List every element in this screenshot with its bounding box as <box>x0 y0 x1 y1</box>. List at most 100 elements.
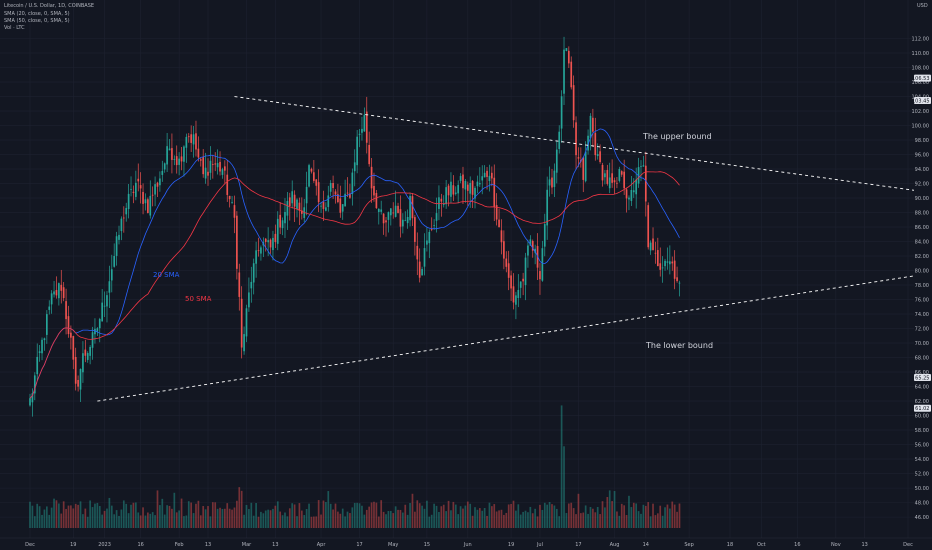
volume-bar <box>466 501 469 528</box>
volume-bar <box>185 515 188 528</box>
volume-bar <box>394 506 397 528</box>
candle-body <box>233 205 236 218</box>
candle-body <box>389 208 392 216</box>
volume-bar <box>207 506 209 528</box>
volume-bar <box>322 500 325 528</box>
volume-bar <box>219 507 221 528</box>
volume-bar <box>240 490 243 528</box>
volume-bar <box>630 507 633 528</box>
volume-bar <box>236 500 238 528</box>
sma50-legend[interactable]: SMA (50, close, 0, SMA, 5) <box>4 18 70 24</box>
volume-bar <box>122 500 125 528</box>
price-axis[interactable] <box>914 0 932 538</box>
candle-body <box>601 164 604 181</box>
volume-bar <box>77 504 79 528</box>
candle-body <box>279 214 282 228</box>
volume-bar <box>98 506 101 528</box>
candle-body <box>72 336 75 360</box>
volume-bar <box>175 512 178 528</box>
volume-bar <box>426 500 428 528</box>
volume-bar <box>664 507 666 528</box>
volume-bar <box>154 515 156 528</box>
y-tick-label: 62.00 <box>915 399 929 405</box>
candle-body <box>98 319 101 329</box>
y-tick-label: 58.00 <box>915 428 929 434</box>
y-tick-label: 102.00 <box>912 109 930 115</box>
candle-body <box>137 178 140 182</box>
candle-body <box>240 298 243 348</box>
candle-body <box>575 122 577 156</box>
candle-body <box>635 179 638 195</box>
candle-body <box>642 165 645 167</box>
candle-body <box>363 114 366 132</box>
candle-body <box>252 263 255 283</box>
candle-body <box>161 170 164 175</box>
volume-bar <box>276 501 279 528</box>
candle-body <box>361 128 363 133</box>
volume-bar <box>190 502 193 528</box>
candle-body <box>373 185 375 196</box>
volume-bar <box>534 508 536 528</box>
candle-body <box>334 191 337 195</box>
volume-bar <box>385 514 387 528</box>
candle-body <box>122 217 125 219</box>
candle-body <box>243 334 245 352</box>
volume-bar <box>50 507 53 528</box>
volume-bar <box>644 505 647 528</box>
candle-body <box>134 182 137 197</box>
candle-body <box>647 205 650 248</box>
volume-bar <box>62 501 65 528</box>
volume-bar <box>344 516 346 528</box>
candle-body <box>438 197 440 209</box>
candle-body <box>421 268 423 276</box>
volume-bar <box>474 507 476 528</box>
price-tag-box <box>914 374 931 382</box>
candle-body <box>344 193 346 207</box>
sma20-legend[interactable]: SMA (20, close, 0, SMA, 5) <box>4 11 70 17</box>
x-tick-label: 16 <box>137 542 143 548</box>
volume-bar <box>454 504 457 528</box>
volume-legend[interactable]: Vol · LTC <box>4 25 25 31</box>
x-tick-label: 19 <box>508 542 514 548</box>
volume-bar <box>616 511 618 528</box>
candle-body <box>649 242 652 251</box>
volume-bar <box>428 516 431 528</box>
candle-body <box>370 166 373 189</box>
candle-body <box>248 292 250 308</box>
x-tick-label: 17 <box>356 542 362 548</box>
symbol-title[interactable]: Litecoin / U.S. Dollar, 1D, COINBASE <box>4 3 95 9</box>
candle-body <box>132 191 135 193</box>
volume-bar <box>575 514 577 528</box>
volume-bar <box>183 516 185 528</box>
volume-bar <box>151 512 154 528</box>
volume-bar <box>163 514 166 528</box>
candle-body <box>159 178 161 186</box>
volume-bar <box>392 513 395 528</box>
x-tick-label: Aug <box>610 542 620 548</box>
volume-bar <box>519 514 522 528</box>
candle-body <box>368 144 371 165</box>
candle-body <box>678 282 681 284</box>
candle-body <box>423 248 426 267</box>
x-tick-label: Apr <box>317 542 327 548</box>
candle-body <box>498 219 500 228</box>
volume-bar <box>433 503 435 528</box>
candle-body <box>385 220 387 223</box>
candle-body <box>185 136 188 148</box>
volume-bar <box>570 502 573 528</box>
candle-body <box>36 356 39 375</box>
candle-body <box>606 170 609 184</box>
volume-bar <box>264 510 267 528</box>
volume-bar <box>457 514 460 528</box>
volume-bar <box>118 515 120 528</box>
volume-bar <box>337 511 339 528</box>
candle-body <box>257 250 260 252</box>
lower-bound-trendline[interactable] <box>97 271 932 402</box>
volume-bar <box>584 505 587 528</box>
candle-body <box>41 339 43 354</box>
upper-bound-trendline[interactable] <box>234 96 932 195</box>
volume-bar <box>592 508 594 528</box>
